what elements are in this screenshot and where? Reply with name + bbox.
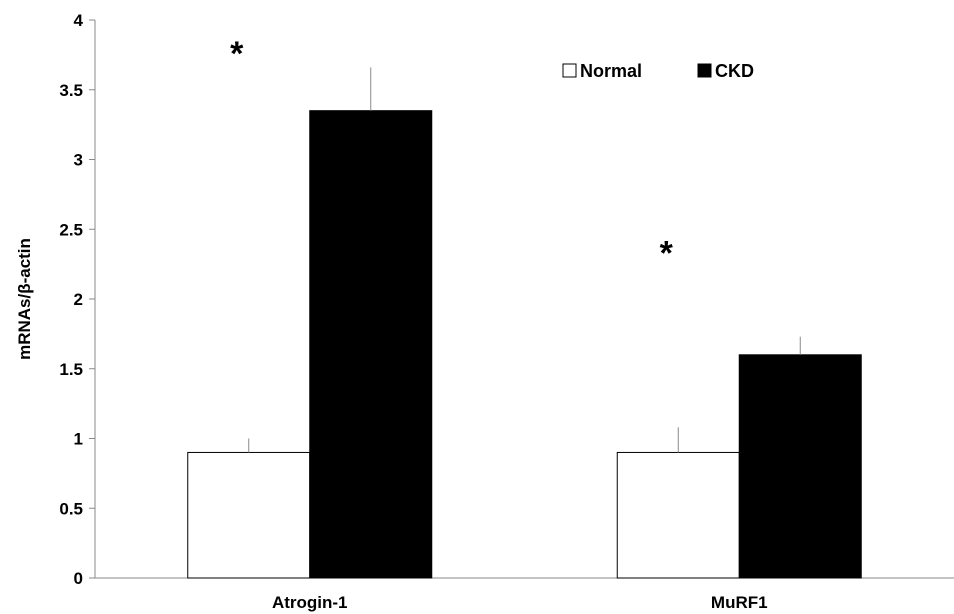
y-tick-label: 0.5	[59, 499, 83, 518]
significance-marker: *	[660, 234, 674, 272]
y-tick-label: 0	[74, 569, 83, 588]
bar-normal-murf1	[616, 451, 740, 579]
axes: 0 0.5 1 1.5 2 2.5 3 3.5 4 Atrogin-1 MuRF1	[59, 11, 954, 612]
annotations: **	[230, 35, 674, 272]
bar-ckd-murf1	[738, 354, 862, 579]
y-tick-label: 4	[74, 11, 84, 30]
x-tick-label: Atrogin-1	[272, 593, 348, 612]
y-tick-label: 1	[74, 430, 83, 449]
bar-ckd-atrogin-1	[309, 110, 433, 579]
y-tick-label: 1.5	[59, 360, 83, 379]
legend-label-ckd: CKD	[715, 61, 754, 81]
y-tick-label: 2.5	[59, 220, 83, 239]
legend: Normal CKD	[562, 61, 754, 81]
legend-label-normal: Normal	[580, 61, 642, 81]
legend-swatch-ckd	[697, 63, 712, 78]
y-tick-label: 3.5	[59, 81, 83, 100]
error-bars	[248, 67, 801, 453]
bars	[187, 110, 862, 579]
x-tick-label: MuRF1	[711, 593, 768, 612]
y-tick-label: 2	[74, 290, 83, 309]
bar-normal-atrogin-1	[187, 451, 311, 579]
y-tick-label: 3	[74, 151, 83, 170]
legend-swatch-normal	[562, 63, 577, 78]
y-axis-label: mRNAs/β-actin	[15, 238, 34, 360]
significance-marker: *	[230, 35, 244, 73]
